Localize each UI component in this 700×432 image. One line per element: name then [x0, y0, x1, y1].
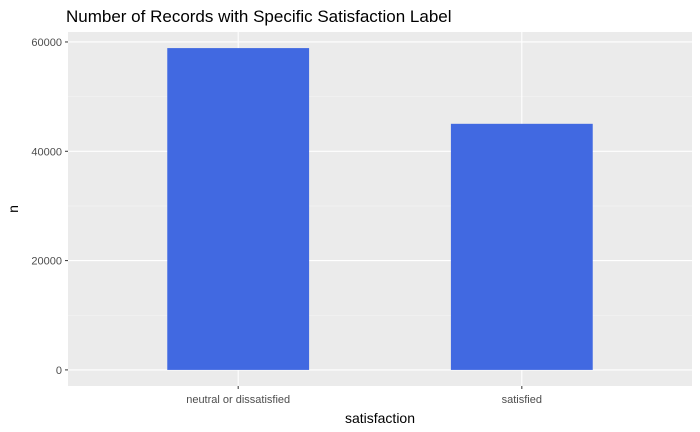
y-tick-label: 20000	[31, 256, 62, 268]
bar	[450, 123, 593, 370]
x-tick-label: neutral or dissatisfied	[186, 394, 290, 406]
y-axis-ticks: 0 20000 40000 60000	[31, 37, 68, 377]
x-axis-title: satisfaction	[345, 410, 415, 426]
y-tick-label: 0	[56, 365, 62, 377]
y-axis-title: n	[5, 205, 21, 213]
plot-panel	[68, 32, 692, 386]
y-tick-label: 60000	[31, 37, 62, 49]
x-tick-label: satisfied	[502, 394, 542, 406]
bars-group	[167, 48, 593, 370]
x-axis-ticks: neutral or dissatisfied satisfied	[186, 386, 542, 406]
y-tick-label: 40000	[31, 146, 62, 158]
bar	[167, 48, 310, 370]
chart-title: Number of Records with Specific Satisfac…	[66, 7, 452, 26]
